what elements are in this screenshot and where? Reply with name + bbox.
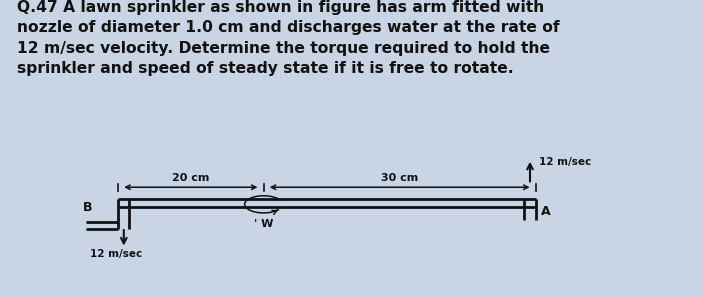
Text: 12 m/sec: 12 m/sec [539,157,592,167]
Text: 12 m/sec: 12 m/sec [90,249,142,259]
Text: 30 cm: 30 cm [381,173,418,183]
Text: Q.47 A lawn sprinkler as shown in figure has arm fitted with
nozzle of diameter : Q.47 A lawn sprinkler as shown in figure… [18,0,560,76]
Text: A: A [541,205,550,218]
Text: B: B [83,201,93,214]
Text: ' W: ' W [254,219,273,229]
Text: 20 cm: 20 cm [172,173,209,183]
